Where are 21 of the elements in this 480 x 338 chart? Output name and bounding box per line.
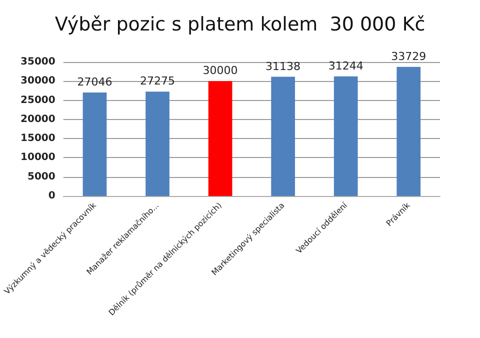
bar	[334, 76, 358, 196]
y-tick-label: 0	[48, 190, 56, 202]
data-label: 33729	[391, 50, 426, 63]
bar	[146, 92, 170, 196]
y-tick-label: 30000	[20, 76, 56, 87]
y-tick-label: 15000	[20, 133, 56, 144]
y-tick-label: 25000	[20, 94, 56, 106]
bar	[396, 66, 421, 196]
y-tick-label: 20000	[20, 114, 56, 125]
data-label: 27046	[77, 75, 112, 88]
y-tick-label: 10000	[20, 152, 56, 164]
data-label: 31244	[328, 59, 364, 72]
data-label: 31138	[266, 60, 301, 73]
bar	[208, 81, 232, 196]
bar	[82, 92, 107, 196]
y-tick-label: 35000	[20, 56, 56, 68]
chart-title: Výběr pozic s platem kolem 30 000 Kč	[54, 14, 426, 36]
data-label: 27275	[140, 74, 176, 88]
bar	[271, 76, 295, 196]
y-tick-label: 5000	[28, 171, 56, 182]
data-label: 30000	[202, 64, 238, 78]
